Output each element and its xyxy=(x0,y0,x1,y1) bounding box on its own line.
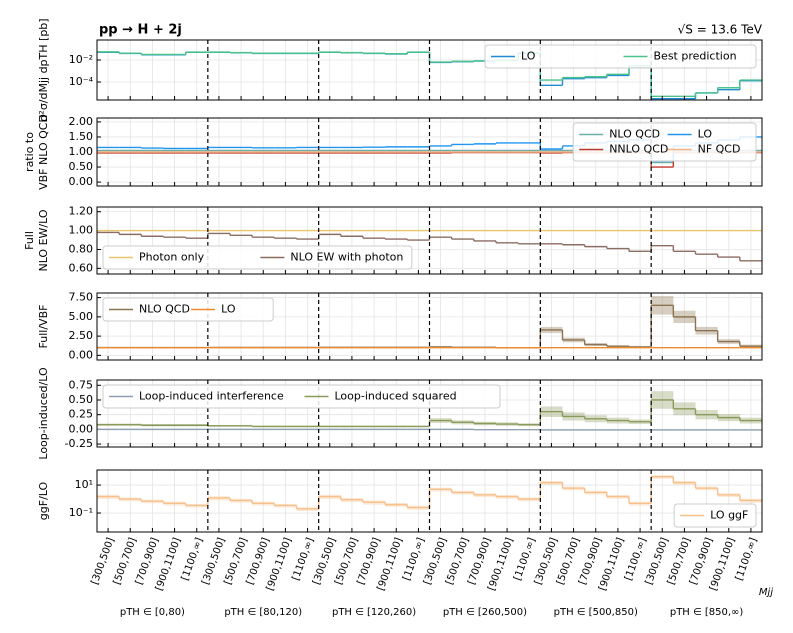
group-label: pTH ∈ [500,850) xyxy=(554,607,638,618)
group-label: pTH ∈ [0,80) xyxy=(120,607,185,618)
legend-label: LO xyxy=(698,128,713,141)
y-axis-label: d²σ/dMjj dpTH [pb] xyxy=(37,18,50,121)
legend-box xyxy=(572,122,757,162)
x-tick-label: [1100,∞] xyxy=(401,536,427,582)
legend-label: LO xyxy=(221,303,236,316)
legend-label: LO ggF xyxy=(710,509,748,522)
x-axis-label: Mjj xyxy=(759,587,773,598)
y-tick-label: 5.00 xyxy=(69,310,94,323)
y-tick-label: 1.50 xyxy=(69,130,94,143)
axes-frame xyxy=(96,206,763,275)
legend-box xyxy=(102,384,501,409)
y-tick-label: 1.00 xyxy=(69,224,94,237)
legend-label: Loop-induced squared xyxy=(335,390,457,403)
y-tick-label: 0.00 xyxy=(69,175,94,188)
y-tick-label: 0.00 xyxy=(69,348,94,361)
plot-area xyxy=(97,391,762,431)
y-tick-label: 0.75 xyxy=(69,378,94,391)
x-tick-label: [1100,∞] xyxy=(512,536,538,582)
y-tick-label: 0.60 xyxy=(69,261,94,274)
y-tick-label: 0.25 xyxy=(69,408,94,421)
y-tick-label: 10⁻² xyxy=(69,53,93,66)
y-tick-label: 10⁻¹ xyxy=(69,506,93,519)
axes-frame xyxy=(96,469,763,533)
y-tick-label: 1.00 xyxy=(69,145,94,158)
group-label: pTH ∈ [80,120) xyxy=(224,607,302,618)
x-tick-label: [1100,∞] xyxy=(291,536,317,582)
plot-area xyxy=(97,296,762,349)
y-tick-label: 2.50 xyxy=(69,329,94,342)
group-label: pTH ∈ [260,500) xyxy=(443,607,527,618)
legend-label: Loop-induced interference xyxy=(139,390,284,403)
plot-area xyxy=(97,229,762,262)
y-tick-label: 0.00 xyxy=(69,422,94,435)
y-tick-label: 7.50 xyxy=(69,291,94,304)
chart-title: pp → H + 2j xyxy=(99,23,182,38)
axes-frame xyxy=(96,379,763,448)
y-tick-label: -0.25 xyxy=(65,437,93,450)
legend-label: Photon only xyxy=(139,251,205,264)
legend-label: Best prediction xyxy=(654,50,737,63)
y-tick-label: 0.50 xyxy=(69,393,94,406)
x-tick-label: [1100,∞] xyxy=(180,536,206,582)
legend-label: NF QCD xyxy=(698,143,741,156)
y-axis-label: Full/VBF xyxy=(37,305,50,349)
axes-frame xyxy=(96,292,763,361)
energy-label: √S = 13.6 TeV xyxy=(678,23,763,37)
y-axis-label: Full xyxy=(23,231,36,250)
legend-box xyxy=(673,503,757,528)
legend-box xyxy=(102,245,413,270)
legend-box xyxy=(484,44,757,69)
x-tick-label: [1100,∞] xyxy=(734,536,760,582)
y-axis-label: VBF NLO QCD xyxy=(37,114,50,190)
y-tick-label: 0.50 xyxy=(69,160,94,173)
y-tick-label: 1.20 xyxy=(69,205,94,218)
y-tick-label: 0.80 xyxy=(69,242,94,255)
y-axis-label: NLO EW/LO xyxy=(37,209,50,271)
legend-label: NLO QCD xyxy=(139,303,190,316)
y-tick-label: 10⁻⁴ xyxy=(69,75,94,88)
legend-label: LO xyxy=(521,50,536,63)
legend-box xyxy=(102,297,274,322)
y-tick-label: 2.00 xyxy=(69,115,94,128)
axes-frame xyxy=(96,117,763,187)
group-label: pTH ∈ [120,260) xyxy=(332,607,416,618)
legend-label: NNLO QCD xyxy=(609,143,668,156)
y-axis-label: ggF/LO xyxy=(37,481,50,520)
group-label: pTH ∈ [850,∞) xyxy=(670,607,744,618)
legend-label: NLO EW with photon xyxy=(290,251,403,264)
x-tick-label: [1100,∞] xyxy=(623,536,649,582)
plot-area xyxy=(97,475,762,511)
y-tick-label: 10¹ xyxy=(75,478,93,491)
legend-label: NLO QCD xyxy=(609,128,660,141)
y-axis-label: ratio to xyxy=(23,132,36,172)
axes-frame xyxy=(96,39,763,101)
y-axis-label: Loop-induced/LO xyxy=(37,367,50,460)
